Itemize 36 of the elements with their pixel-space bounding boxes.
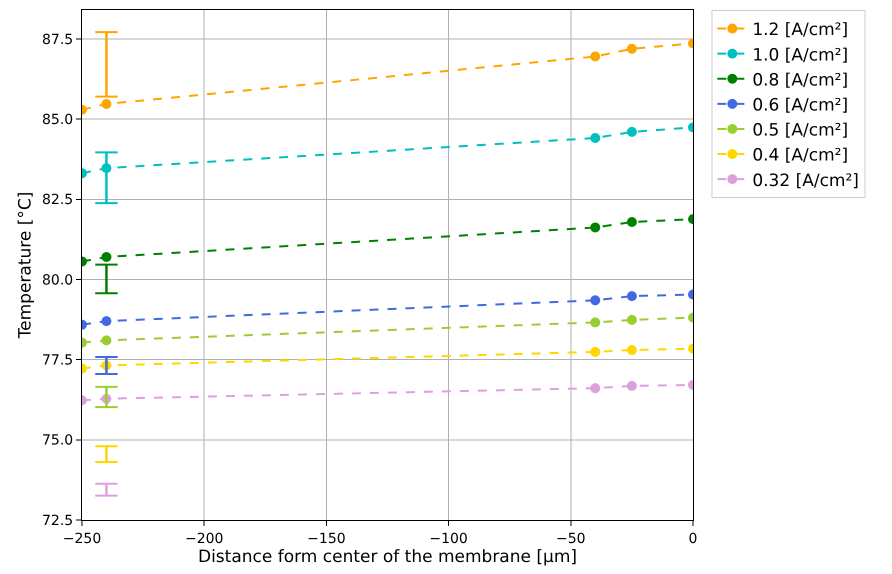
point: [626, 126, 637, 137]
x-tick-label: −200: [184, 530, 224, 547]
point: [626, 345, 637, 355]
x-tick-label: −150: [307, 530, 346, 547]
point: [626, 217, 637, 228]
y-tick-label: 77.5: [42, 352, 74, 369]
y-tick-label: 87.5: [42, 32, 74, 48]
point: [590, 222, 600, 232]
point: [590, 317, 600, 328]
y-tick-label: 85.0: [42, 112, 74, 128]
point: [626, 291, 637, 302]
legend-label: 1.2 [A/cm²]: [752, 20, 848, 40]
point: [626, 44, 637, 54]
x-tick-label: −50: [556, 530, 586, 547]
x-tick-label: 0: [688, 530, 698, 547]
legend-label: 1.0 [A/cm²]: [752, 45, 848, 66]
x-tick-label: −250: [62, 530, 102, 547]
point: [590, 383, 600, 394]
legend-label: 0.5 [A/cm²]: [752, 120, 848, 141]
x-tick-label: −100: [429, 530, 468, 547]
point: [590, 346, 600, 357]
legend-label: 0.4 [A/cm²]: [752, 146, 848, 166]
point: [590, 132, 600, 143]
legend-label: 0.32 [A/cm²]: [752, 170, 859, 191]
y-tick-label: 80.0: [42, 272, 74, 288]
y-axis-title: Temperature [°C]: [16, 192, 36, 340]
legend-label: 0.6 [A/cm²]: [752, 95, 848, 116]
y-tick-label: 75.0: [42, 432, 74, 449]
y-tick-label: 72.5: [42, 512, 74, 529]
y-tick-label: 82.5: [42, 192, 74, 208]
point: [590, 52, 600, 62]
x-axis-title: Distance form center of the membrane [μm]: [198, 547, 578, 568]
legend-label: 0.8 [A/cm²]: [752, 70, 848, 90]
point: [590, 295, 600, 306]
point: [626, 380, 637, 391]
point: [626, 314, 637, 325]
